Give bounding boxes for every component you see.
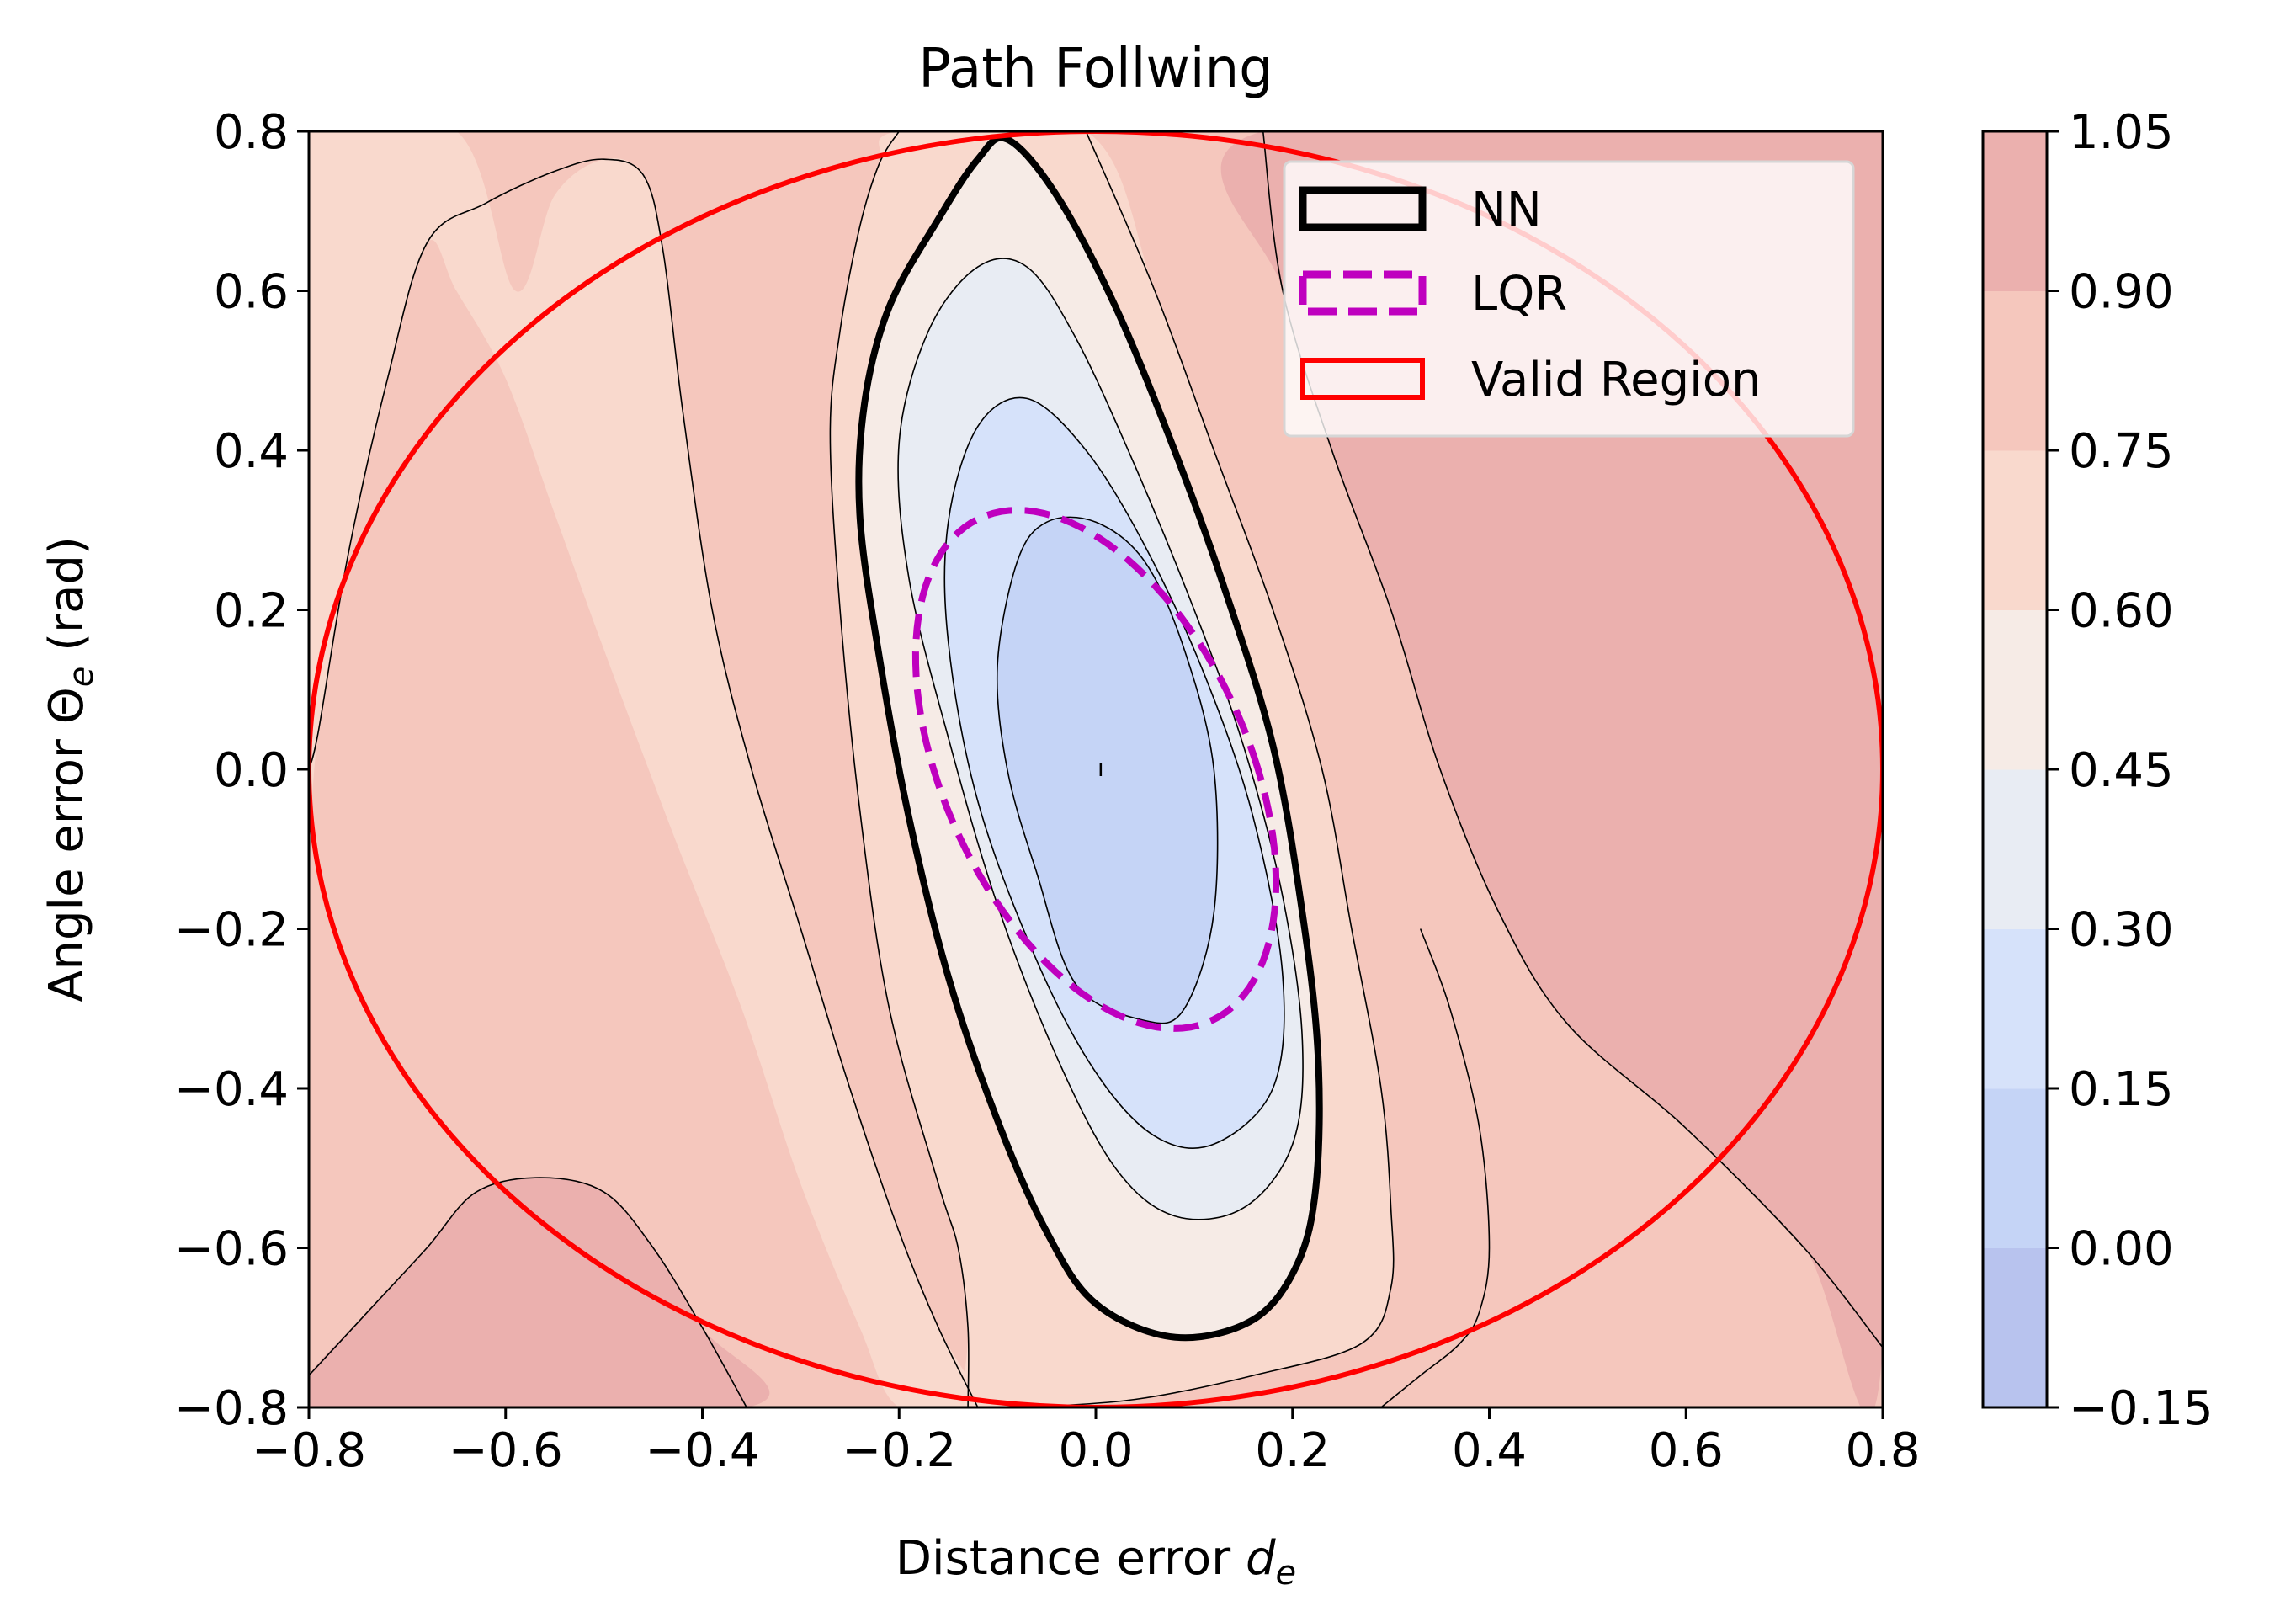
colorbar-tick-label: 0.90	[2069, 265, 2174, 320]
legend-swatch-nn	[1299, 186, 1427, 231]
y-tick-label: −0.2	[174, 903, 289, 958]
colorbar-band	[1983, 609, 2047, 770]
x-tick-label: −0.4	[646, 1423, 760, 1478]
colorbar-tick-label: 0.60	[2069, 584, 2174, 639]
colorbar-tick-label: 0.45	[2069, 743, 2174, 798]
colorbar-band	[1983, 290, 2047, 451]
legend-label-nn: NN	[1471, 183, 1542, 237]
colorbar-band	[1983, 928, 2047, 1089]
y-tick-label: −0.6	[174, 1222, 289, 1277]
y-tick-label: 0.0	[214, 743, 289, 798]
x-axis-label: Distance error de	[896, 1531, 1296, 1593]
thin-contour-7	[309, 1177, 747, 1407]
legend-label-lqr: LQR	[1471, 267, 1567, 322]
x-axis-label-text: Distance error	[896, 1531, 1246, 1586]
y-tick-label: −0.4	[174, 1062, 289, 1117]
thin-contour-8	[309, 158, 979, 1407]
colorbar-tick-label: −0.15	[2069, 1381, 2214, 1436]
x-axis-label-subscript: e	[1275, 1554, 1296, 1593]
colorbar-band	[1983, 450, 2047, 610]
colorbar-tick-label: 1.05	[2069, 105, 2174, 160]
thin-contour-2	[897, 258, 1304, 1220]
y-tick-label: 0.4	[214, 424, 289, 479]
thin-contour-6	[1380, 928, 1491, 1407]
y-axis-ticks: −0.8 −0.6 −0.4 −0.2 0.0 0.2 0.4 0.6 0.8	[174, 105, 309, 1436]
x-tick-label: 0.6	[1649, 1423, 1724, 1478]
x-tick-label: −0.2	[842, 1423, 956, 1478]
x-tick-label: 0.0	[1058, 1423, 1133, 1478]
colorbar-band	[1983, 1247, 2047, 1408]
y-axis-label: Angle error Θe (rad)	[40, 536, 101, 1002]
y-axis-label-subscript: e	[62, 667, 101, 688]
x-tick-label: 0.4	[1452, 1423, 1527, 1478]
x-axis-ticks: −0.8 −0.6 −0.4 −0.2 0.0 0.2 0.4 0.6 0.8	[252, 1407, 1921, 1478]
colorbar-tick-label: 0.30	[2069, 903, 2174, 958]
thin-contour-4	[829, 131, 970, 1407]
legend-box	[1283, 160, 1855, 438]
colorbar-band	[1983, 131, 2047, 291]
thin-contour-3	[1027, 131, 1395, 1407]
y-tick-label: 0.2	[214, 584, 289, 639]
lqr-contour	[911, 507, 1280, 1032]
highlighted-contours	[309, 131, 1883, 1407]
legend-label-valid-region: Valid Region	[1471, 353, 1761, 407]
region-level-0.90-1.05-bottom-left	[309, 1178, 770, 1407]
x-axis-label-symbol: d	[1246, 1531, 1276, 1586]
region-level-0.60-0.75-left	[309, 131, 979, 1407]
colorbar-band	[1983, 769, 2047, 929]
y-tick-label: 0.8	[214, 105, 289, 160]
legend-swatch-lqr	[1299, 270, 1427, 316]
filled-contour-regions	[309, 131, 1883, 1407]
nn-contour	[855, 134, 1323, 1342]
colorbar-tick-label: 0.15	[2069, 1062, 2174, 1117]
plot-area	[309, 131, 1883, 1407]
legend-swatch-valid-region	[1300, 358, 1425, 400]
legend: NN LQR Valid Region	[1283, 160, 1855, 438]
colorbar: −0.15 0.00 0.15 0.30 0.45 0.60 0.75 0.90 1.05	[1981, 105, 2214, 1436]
chart-title: Path Follwing	[918, 38, 1273, 100]
x-tick-label: −0.8	[252, 1423, 366, 1478]
x-tick-label: −0.6	[449, 1423, 563, 1478]
y-axis-label-suffix: (rad)	[40, 536, 94, 666]
x-tick-label: 0.8	[1845, 1423, 1920, 1478]
y-axis-label-text: Angle error Θ	[40, 687, 94, 1002]
colorbar-tick-label: 0.00	[2069, 1222, 2174, 1277]
x-tick-label: 0.2	[1255, 1423, 1330, 1478]
colorbar-band	[1983, 1088, 2047, 1248]
y-tick-label: 0.6	[214, 265, 289, 320]
colorbar-tick-label: 0.75	[2069, 424, 2174, 479]
region-level-0.90-1.05-right	[1220, 131, 1883, 1407]
region-level-0.00-0.15	[997, 517, 1218, 1024]
y-tick-label: −0.8	[174, 1381, 289, 1436]
